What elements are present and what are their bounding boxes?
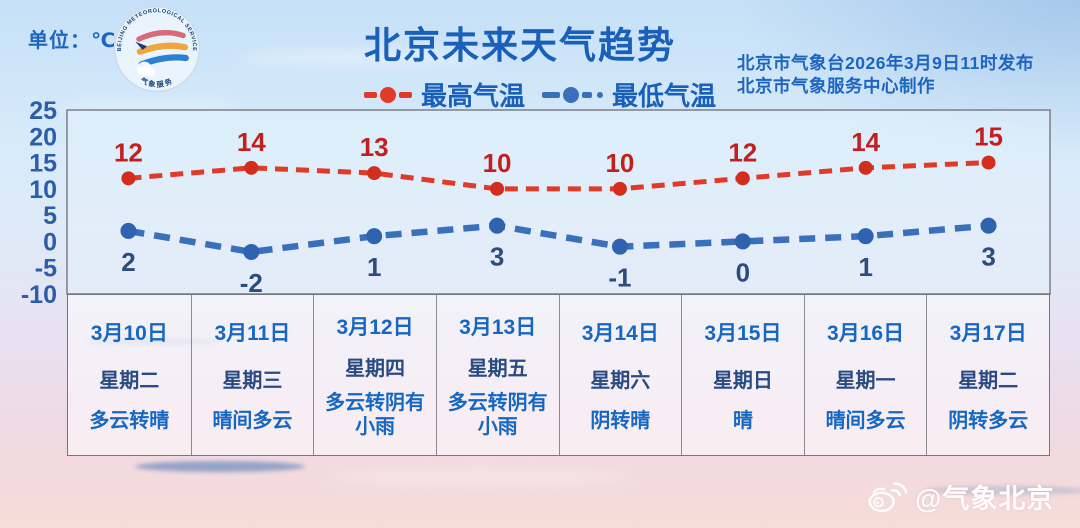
- low-temp-value: 2: [121, 247, 135, 277]
- forecast-weather: 晴间多云: [825, 409, 906, 432]
- issuer-line-1: 北京市气象台2026年3月9日11时发布: [737, 53, 1034, 73]
- unit-label: 单位：℃: [28, 30, 117, 52]
- forecast-day-cell: 3月11日星期三晴间多云: [190, 295, 314, 455]
- high-temp-line: [128, 160, 989, 192]
- low-temp-legend-marker: [542, 86, 603, 103]
- cloud: [925, 486, 1080, 495]
- forecast-weather: 阴转晴: [590, 409, 651, 432]
- high-temp-value: 12: [114, 137, 143, 167]
- forecast-date: 3月10日: [90, 322, 168, 346]
- low-temp-value: 3: [981, 242, 995, 272]
- forecast-day-cell: 3月10日星期二多云转晴: [68, 295, 191, 455]
- forecast-weekday: 星期四: [345, 357, 406, 380]
- y-axis-tick: 20: [29, 123, 57, 151]
- high-temp-legend-marker: [363, 86, 412, 103]
- high-temp-point: [367, 166, 382, 181]
- forecast-date: 3月11日: [214, 322, 291, 346]
- forecast-day-cell: 3月16日星期一晴间多云: [803, 295, 927, 455]
- issuer-line-2: 北京市气象服务中心制作: [737, 76, 935, 96]
- low-temp-value: -1: [608, 263, 631, 293]
- forecast-weekday: 星期一: [835, 369, 896, 392]
- high-temp-point: [612, 181, 627, 196]
- forecast-weekday: 星期三: [222, 369, 283, 392]
- high-temp-value: 10: [483, 148, 512, 178]
- forecast-date: 3月12日: [336, 316, 414, 340]
- y-axis-tick: 0: [43, 228, 57, 256]
- high-temp-point: [858, 160, 873, 175]
- low-temp-point: [120, 222, 137, 239]
- low-temp-value: 0: [736, 257, 750, 287]
- y-axis-tick: 10: [29, 176, 57, 204]
- cloud: [135, 461, 305, 472]
- low-temp-point: [243, 243, 260, 260]
- forecast-table: 3月10日 星期二 多云转晴 3月11日 星期三 晴间多云 3月12日 星期四 多云转阴有小雨 3…: [67, 294, 1050, 456]
- cloud: [60, 100, 240, 112]
- forecast-date: 3月15日: [704, 322, 782, 346]
- forecast-date: 3月13日: [459, 316, 537, 340]
- issuer-info: 北京市气象台2026年3月9日11时发布 北京市气象服务中心制作: [737, 52, 1034, 98]
- forecast-weather: 晴: [732, 409, 753, 432]
- forecast-weekday: 星期二: [99, 369, 160, 392]
- weibo-icon: [866, 479, 908, 515]
- low-temp-line: [127, 222, 989, 256]
- chart-legend: 最高气温 最低气温: [363, 76, 717, 113]
- high-temp-value: 13: [360, 132, 389, 162]
- y-axis-tick: 5: [43, 202, 57, 230]
- low-temp-value: 1: [858, 252, 872, 282]
- high-temp-point: [244, 160, 259, 175]
- low-temp-value: 1: [367, 252, 381, 282]
- low-temp-point: [489, 217, 506, 234]
- y-axis-tick: 15: [29, 150, 57, 178]
- low-temp-legend-label: 最低气温: [612, 81, 717, 111]
- low-temp-point: [366, 228, 383, 245]
- forecast-weekday: 星期日: [712, 369, 773, 392]
- low-temp-point: [857, 228, 874, 245]
- low-temp-point: [980, 217, 997, 234]
- high-temp-legend-label: 最高气温: [420, 81, 525, 111]
- forecast-weekday: 星期五: [467, 357, 528, 380]
- forecast-date: 3月14日: [581, 322, 659, 346]
- forecast-weather: 阴转多云: [948, 409, 1029, 432]
- cloud: [240, 50, 490, 66]
- high-temp-point: [121, 171, 136, 186]
- forecast-date: 3月17日: [949, 322, 1027, 346]
- high-temp-value: 14: [237, 127, 266, 157]
- forecast-weekday: 星期六: [590, 369, 651, 392]
- y-axis-tick: -5: [35, 255, 57, 283]
- forecast-weather: 多云转阴有小雨: [447, 391, 548, 438]
- page-title: 北京未来天气趋势: [364, 25, 676, 66]
- high-temp-point: [490, 181, 505, 196]
- forecast-day-cell: 3月15日星期日晴: [681, 295, 804, 455]
- low-temp-point: [734, 233, 751, 250]
- y-axis-tick: 25: [29, 97, 57, 125]
- forecast-date: 3月16日: [827, 322, 905, 346]
- watermark: @气象北京: [866, 477, 1054, 516]
- forecast-day-cell: 3月12日星期四多云转阴有小雨: [313, 295, 436, 455]
- forecast-weather: 多云转晴: [89, 409, 170, 432]
- high-temp-point: [735, 171, 750, 186]
- watermark-handle: @气象北京: [915, 484, 1055, 514]
- low-temp-value: 3: [490, 242, 504, 272]
- forecast-weather: 晴间多云: [212, 409, 293, 432]
- y-axis-tick: -10: [21, 281, 57, 309]
- beijing-meteorological-service-logo-icon: BEIJING METEOROLOGICAL SERVICE 气象服务: [112, 4, 202, 94]
- forecast-weather: 多云转阴有小雨: [325, 391, 426, 438]
- high-temp-value: 10: [605, 148, 634, 178]
- forecast-day-cell: 3月14日星期六阴转晴: [558, 295, 682, 455]
- cloud: [330, 470, 630, 484]
- forecast-day-cell: 3月13日星期五多云转阴有小雨: [435, 295, 559, 455]
- forecast-day-cell: 3月17日星期二阴转多云: [926, 295, 1049, 455]
- low-temp-point: [611, 238, 628, 255]
- forecast-weekday: 星期二: [958, 369, 1019, 392]
